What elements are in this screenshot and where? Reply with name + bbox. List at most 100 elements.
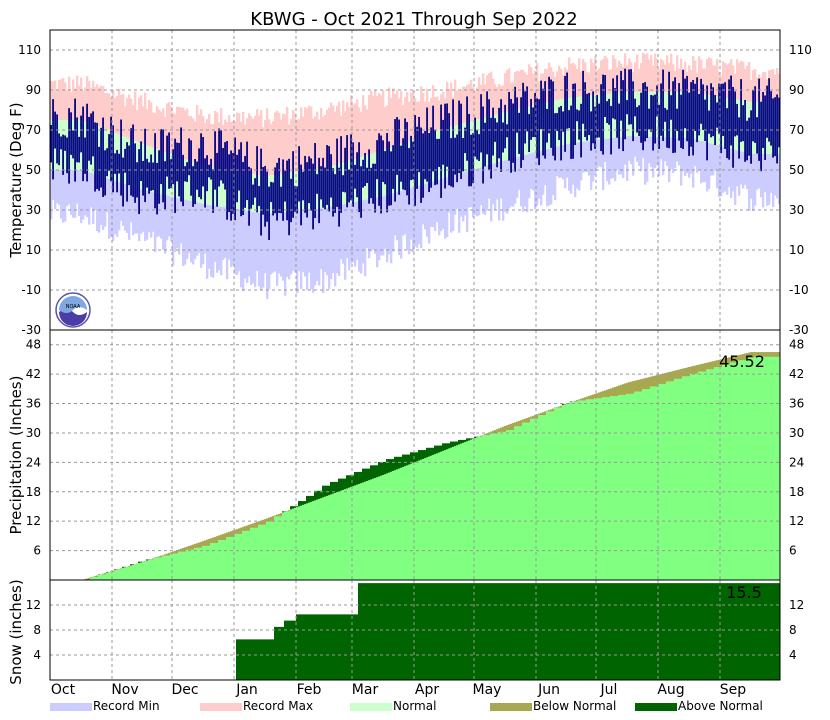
observed-temp-bar <box>392 145 394 189</box>
record-min-bar <box>130 186 133 223</box>
record-min-bar <box>238 209 241 272</box>
record-min-bar <box>220 206 223 276</box>
record-max-bar <box>532 73 535 106</box>
record-min-bar <box>410 188 413 240</box>
precip-departure-bar <box>374 465 377 478</box>
observed-temp-bar <box>492 107 494 156</box>
record-min-bar <box>460 173 463 217</box>
observed-temp-bar <box>212 169 214 213</box>
precip-base-bar <box>680 378 683 580</box>
precip-departure-bar <box>170 552 173 554</box>
record-max-bar <box>276 110 279 175</box>
precip-base-bar <box>190 549 193 580</box>
record-max-bar <box>206 119 209 167</box>
precip-departure-bar <box>610 388 613 397</box>
record-min-bar <box>392 193 395 252</box>
precip-departure-bar <box>112 570 115 572</box>
observed-temp-bar <box>572 83 574 159</box>
precip-departure-bar <box>584 397 587 401</box>
observed-temp-bar <box>764 95 766 160</box>
record-max-bar <box>736 59 739 100</box>
record-max-bar <box>738 62 741 101</box>
observed-temp-bar <box>162 129 164 203</box>
observed-temp-bar <box>108 134 110 171</box>
precip-departure-bar <box>224 533 227 540</box>
observed-temp-bar <box>610 105 612 155</box>
precip-base-bar <box>300 505 303 580</box>
precip-departure-bar <box>120 568 123 570</box>
observed-temp-bar <box>636 107 638 133</box>
record-min-bar <box>374 197 377 254</box>
observed-temp-bar <box>374 163 376 213</box>
record-min-bar <box>570 143 573 194</box>
precip-base-bar <box>316 499 319 580</box>
precip-base-bar <box>152 559 155 580</box>
precip-base-bar <box>328 495 331 580</box>
precip-base-bar <box>564 404 567 580</box>
precip-departure-bar <box>514 422 517 427</box>
observed-temp-bar <box>80 115 82 153</box>
precip-base-bar <box>620 394 623 580</box>
y-tick-label-right: -30 <box>789 323 809 337</box>
observed-temp-bar <box>122 157 124 207</box>
record-min-bar <box>334 205 337 287</box>
precip-departure-bar <box>196 543 199 548</box>
record-min-bar <box>380 196 383 256</box>
record-max-bar <box>646 53 649 92</box>
record-min-bar <box>670 137 673 169</box>
precip-base-bar <box>752 357 755 580</box>
record-min-bar <box>290 211 293 275</box>
record-min-bar <box>64 170 67 222</box>
observed-temp-bar <box>658 104 660 149</box>
precip-departure-bar <box>238 528 241 534</box>
precip-departure-bar <box>634 380 637 392</box>
precip-base-bar <box>248 530 251 580</box>
record-min-bar <box>172 196 175 266</box>
precip-base-bar <box>278 516 281 580</box>
precip-departure-bar <box>338 478 341 492</box>
record-min-bar <box>232 208 235 266</box>
observed-temp-bar <box>360 166 362 218</box>
record-min-bar <box>692 138 695 188</box>
precip-departure-bar <box>704 363 707 372</box>
observed-temp-bar <box>702 84 704 130</box>
precip-departure-bar <box>764 352 767 357</box>
observed-temp-bar <box>642 83 644 151</box>
record-max-bar <box>288 124 291 173</box>
observed-temp-bar <box>434 129 436 186</box>
precip-base-bar <box>458 444 461 580</box>
precip-departure-bar <box>86 578 89 580</box>
record-min-bar <box>378 197 381 261</box>
record-max-bar <box>584 62 587 97</box>
observed-temp-bar <box>252 184 254 205</box>
record-min-bar <box>550 148 553 205</box>
precip-departure-bar <box>280 513 283 517</box>
observed-temp-bar <box>94 122 96 192</box>
record-max-bar <box>274 112 277 175</box>
observed-temp-bar <box>220 130 222 181</box>
record-max-bar <box>488 73 491 117</box>
precip-departure-bar <box>714 360 717 368</box>
precip-departure-bar <box>308 495 311 503</box>
record-min-bar <box>214 205 217 263</box>
record-min-bar <box>188 200 191 253</box>
record-max-bar <box>90 87 93 124</box>
record-min-bar <box>140 189 143 234</box>
observed-temp-bar <box>566 72 568 129</box>
precip-departure-bar <box>770 352 773 357</box>
record-max-bar <box>254 115 257 175</box>
observed-temp-bar <box>346 135 348 208</box>
precip-departure-bar <box>218 535 221 540</box>
precip-departure-bar <box>580 398 583 401</box>
record-min-bar <box>222 207 225 260</box>
record-max-bar <box>770 69 773 102</box>
observed-temp-bar <box>62 134 64 175</box>
record-min-bar <box>328 207 331 290</box>
observed-temp-bar <box>632 81 634 142</box>
record-max-bar <box>110 97 113 132</box>
precip-base-bar <box>558 407 561 580</box>
record-min-bar <box>706 142 709 192</box>
y-tick-label-right: 90 <box>789 83 804 97</box>
precip-departure-bar <box>496 429 499 434</box>
precip-departure-bar <box>532 415 535 419</box>
